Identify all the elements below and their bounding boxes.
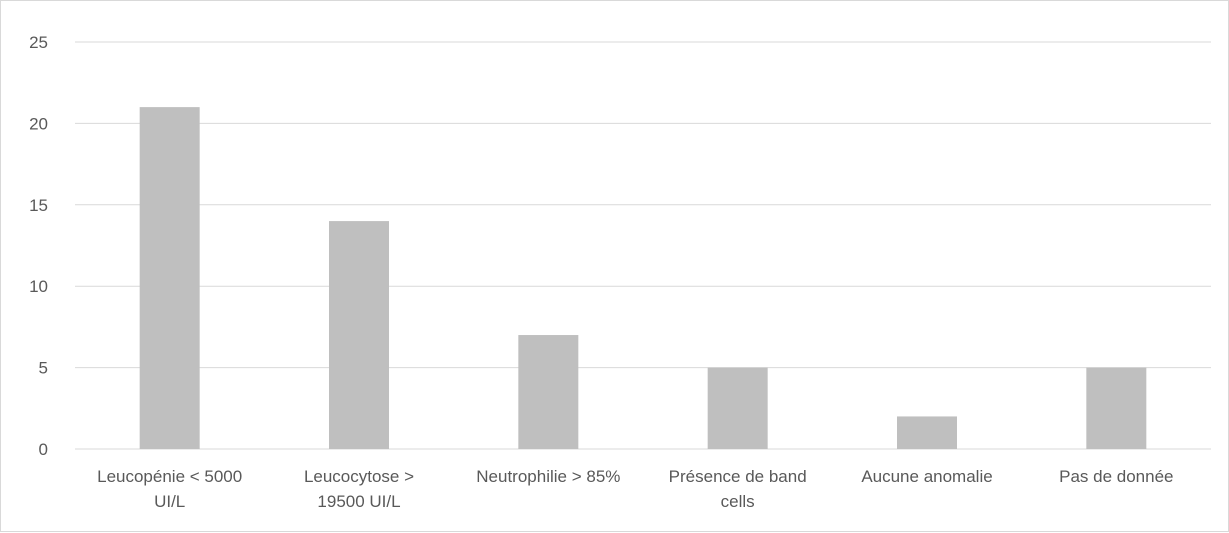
bar-6 [1086, 367, 1147, 449]
bar-1 [139, 107, 200, 450]
x-category-label: Leucocytose > 19500 UI/L [304, 467, 414, 511]
x-category-label-line: Leucocytose > [304, 467, 414, 486]
y-tick-label: 25 [29, 33, 48, 52]
y-tick-label: 5 [39, 359, 48, 378]
y-axis-ticks: 0 5 10 15 20 25 [29, 33, 48, 459]
x-axis-labels: Leucopénie < 5000 UI/L Leucocytose > 19500 … [97, 467, 1173, 511]
x-category-label: Aucune anomalie [861, 467, 992, 486]
x-category-label-line: Leucopénie < 5000 [97, 467, 242, 486]
bar-5 [897, 416, 957, 449]
bar-2 [329, 221, 389, 449]
x-category-label: Neutrophilie > 85% [476, 467, 620, 486]
y-tick-label: 10 [29, 277, 48, 296]
gridlines [75, 41, 1211, 450]
x-category-label: Leucopénie < 5000 UI/L [97, 467, 242, 511]
x-category-label-line: cells [721, 492, 755, 511]
y-tick-label: 20 [29, 114, 48, 133]
bar-3 [518, 335, 579, 449]
y-tick-label: 0 [39, 440, 48, 459]
x-category-label-line: Aucune anomalie [861, 467, 992, 486]
bar-4 [707, 367, 768, 449]
x-category-label-line: Pas de donnée [1059, 467, 1173, 486]
x-category-label: Présence de band cells [669, 467, 807, 511]
x-category-label-line: UI/L [154, 492, 185, 511]
x-category-label: Pas de donnée [1059, 467, 1173, 486]
x-category-label-line: Présence de band [669, 467, 807, 486]
y-tick-label: 15 [29, 196, 48, 215]
x-category-label-line: Neutrophilie > 85% [476, 467, 620, 486]
bars [139, 107, 1147, 450]
x-category-label-line: 19500 UI/L [317, 492, 400, 511]
